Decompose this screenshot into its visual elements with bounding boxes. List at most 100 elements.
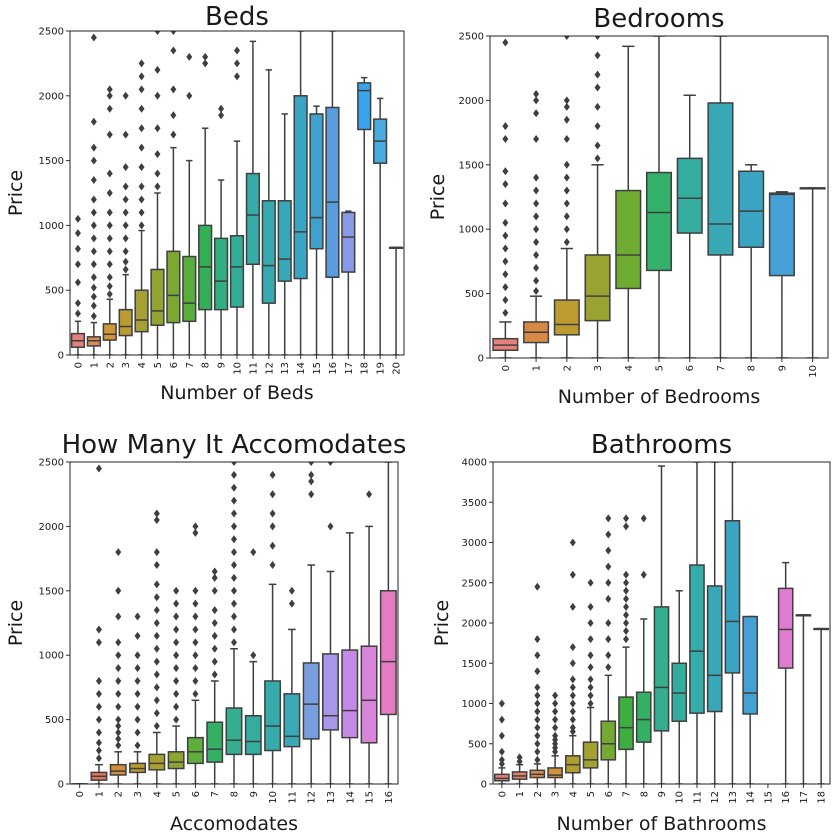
outlier-point — [569, 570, 576, 579]
plot-area — [494, 462, 829, 784]
outlier-point — [231, 548, 237, 557]
outlier-point — [115, 734, 122, 743]
outlier-point — [106, 208, 113, 217]
outlier-point — [594, 36, 601, 40]
x-tick-label: 18 — [360, 362, 371, 375]
outlier-point — [498, 715, 505, 724]
outlier-point — [623, 514, 630, 523]
y-tick-label: 0 — [481, 780, 487, 791]
outlier-point — [154, 65, 161, 74]
outlier-point — [594, 83, 601, 92]
plot-frame — [492, 461, 831, 785]
outlier-point — [231, 483, 237, 492]
outlier-point — [90, 176, 97, 185]
box-19 — [373, 97, 388, 355]
outlier-point — [115, 741, 122, 750]
box-10 — [264, 470, 282, 784]
box-body — [615, 189, 642, 290]
outlier-point — [623, 594, 630, 603]
outlier-point — [90, 247, 97, 256]
outlier-point — [569, 602, 576, 611]
box-9 — [653, 465, 670, 784]
outlier-point — [605, 594, 612, 603]
outlier-point — [534, 723, 541, 732]
x-tick-label: 2 — [114, 791, 125, 797]
outlier-point — [605, 530, 612, 539]
box-6 — [166, 31, 181, 355]
outlier-point — [138, 59, 145, 68]
outlier-point — [134, 689, 141, 698]
outlier-point — [516, 757, 523, 766]
outlier-point — [90, 117, 97, 126]
outlier-point — [173, 599, 180, 608]
outlier-point — [173, 586, 180, 595]
outlier-point — [153, 696, 160, 705]
x-tick-label: 8 — [230, 791, 241, 797]
outlier-point — [552, 735, 559, 744]
box-7 — [206, 567, 224, 784]
box-10 — [229, 46, 245, 355]
outlier-point — [605, 619, 612, 627]
outlier-point — [533, 276, 540, 285]
plot-frame — [489, 35, 829, 359]
outlier-point — [623, 627, 630, 636]
outlier-point — [569, 643, 576, 652]
box-0 — [494, 699, 510, 784]
outlier-point — [269, 490, 276, 499]
box-20 — [388, 246, 404, 355]
outlier-point — [134, 676, 141, 685]
outlier-point — [533, 238, 540, 247]
outlier-point — [211, 567, 218, 576]
x-tick-label: 10 — [233, 362, 244, 375]
outlier-point — [153, 515, 160, 524]
y-tick-label: 1500 — [39, 156, 64, 167]
outlier-point — [211, 644, 218, 653]
outlier-point — [170, 46, 177, 55]
x-tick-label: 9 — [217, 362, 228, 368]
box-body — [102, 323, 117, 341]
outlier-point — [563, 36, 570, 40]
plot-area — [71, 462, 397, 784]
outlier-point — [154, 169, 161, 178]
y-axis-label: Price — [5, 600, 27, 646]
outlier-point — [95, 702, 102, 711]
outlier-point — [106, 85, 113, 94]
outlier-point — [106, 273, 113, 282]
outlier-point — [534, 707, 541, 716]
x-tick-label: 4 — [137, 362, 148, 368]
outlier-point — [115, 722, 122, 731]
outlier-point — [90, 292, 97, 301]
x-tick-label: 15 — [365, 791, 376, 804]
outlier-point — [153, 593, 160, 602]
outlier-point — [115, 702, 122, 711]
box-body — [325, 106, 340, 278]
outlier-point — [173, 651, 180, 660]
outlier-point — [231, 470, 237, 479]
outlier-point — [138, 104, 145, 113]
x-tick-label: 12 — [264, 362, 275, 375]
box-body — [653, 606, 670, 732]
outlier-point — [153, 580, 160, 589]
y-axis-label: Price — [427, 174, 449, 220]
outlier-point — [569, 538, 576, 547]
outlier-point — [153, 670, 160, 679]
box-4 — [148, 509, 166, 784]
box-0 — [492, 38, 519, 358]
outlier-point — [498, 731, 505, 740]
box-body — [341, 649, 359, 739]
chart-panel-1: Bedrooms 0 500 1000 1500 2000 2500 0 1 2 3 4 5 6 7 8 9 10… — [427, 4, 829, 408]
outlier-point — [95, 676, 102, 685]
outlier-point — [211, 619, 218, 627]
box-16 — [777, 561, 794, 784]
outlier-point — [231, 462, 237, 466]
outlier-point — [134, 741, 141, 750]
box-13 — [724, 462, 741, 784]
outlier-point — [327, 522, 334, 531]
outlier-point — [134, 651, 141, 660]
x-tick-label: 12 — [710, 791, 721, 804]
outlier-point — [153, 509, 160, 518]
outlier-point — [563, 212, 570, 221]
outlier-point — [138, 208, 145, 217]
box-1 — [90, 464, 108, 784]
outlier-point — [231, 625, 237, 634]
